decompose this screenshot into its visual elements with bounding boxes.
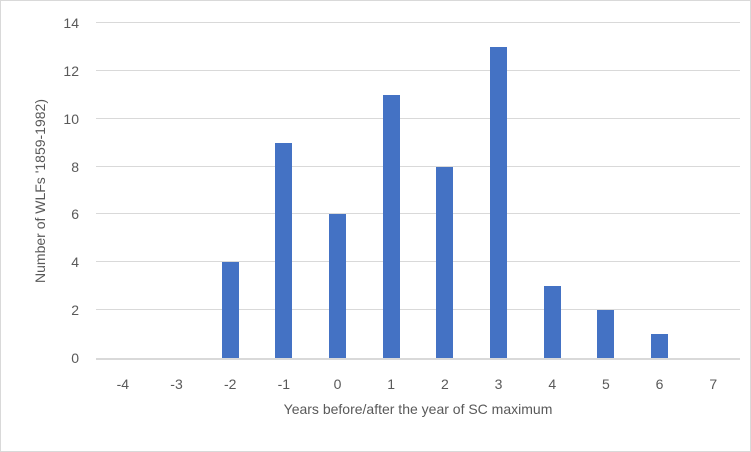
bar-slot <box>257 23 311 358</box>
x-axis-tick-label: -2 <box>223 376 237 392</box>
x-axis-tick-label: 7 <box>709 376 718 392</box>
x-axis-tick-label: 4 <box>548 376 557 392</box>
y-axis-tick-label: 14 <box>63 15 79 31</box>
x-axis-tick-label: 6 <box>655 376 664 392</box>
x-axis-tick-label: 5 <box>601 376 610 392</box>
y-axis-tick-label: 8 <box>71 158 79 175</box>
gridline <box>96 213 740 215</box>
x-axis-tick-label: -4 <box>116 376 130 392</box>
x-axis-tick-label: -1 <box>277 376 291 392</box>
bar-slot <box>633 23 687 358</box>
bar <box>651 334 669 358</box>
x-axis-title: Years before/after the year of SC maximu… <box>283 401 553 417</box>
bar-slot <box>311 23 365 358</box>
x-axis-tick-label: 2 <box>440 376 449 392</box>
bar <box>597 310 615 358</box>
bar-slot <box>686 23 740 358</box>
bar <box>275 142 293 358</box>
bars-container <box>96 23 740 358</box>
y-axis-tick-label: 4 <box>71 254 79 271</box>
y-axis-tick-labels: 0 2 4 6 8 10 12 14 <box>1 16 79 365</box>
y-axis-tick-label: 2 <box>71 302 79 319</box>
gridline <box>96 165 740 167</box>
gridline <box>96 309 740 311</box>
bar-slot <box>364 23 418 358</box>
bar-slot <box>472 23 526 358</box>
gridline <box>96 261 740 263</box>
bar <box>436 166 454 358</box>
y-axis-tick-label: 0 <box>71 350 79 366</box>
y-axis-tick-label: 6 <box>71 206 79 223</box>
y-axis-tick-label: 12 <box>63 62 79 79</box>
bar-slot <box>203 23 257 358</box>
bar <box>490 46 508 358</box>
bar-slot <box>579 23 633 358</box>
y-axis-tick-label: 10 <box>63 110 79 127</box>
plot-area <box>96 22 740 360</box>
x-axis-tick-label: 1 <box>387 376 396 392</box>
bar <box>543 286 561 358</box>
gridline <box>96 69 740 71</box>
bar-slot <box>525 23 579 358</box>
bar-slot <box>150 23 204 358</box>
bar <box>221 262 239 358</box>
bar-slot <box>96 23 150 358</box>
bar <box>329 214 347 358</box>
x-axis-tick-label: 3 <box>494 376 503 392</box>
x-axis-tick-label: -3 <box>170 376 183 392</box>
gridline <box>96 22 740 23</box>
gridline <box>96 117 740 119</box>
bar-slot <box>418 23 472 358</box>
bar <box>382 94 400 358</box>
x-axis-tick-labels: -4 -3 -2 -1 0 1 2 3 4 5 6 7 <box>96 374 740 394</box>
x-axis-tick-label: 0 <box>333 376 342 392</box>
